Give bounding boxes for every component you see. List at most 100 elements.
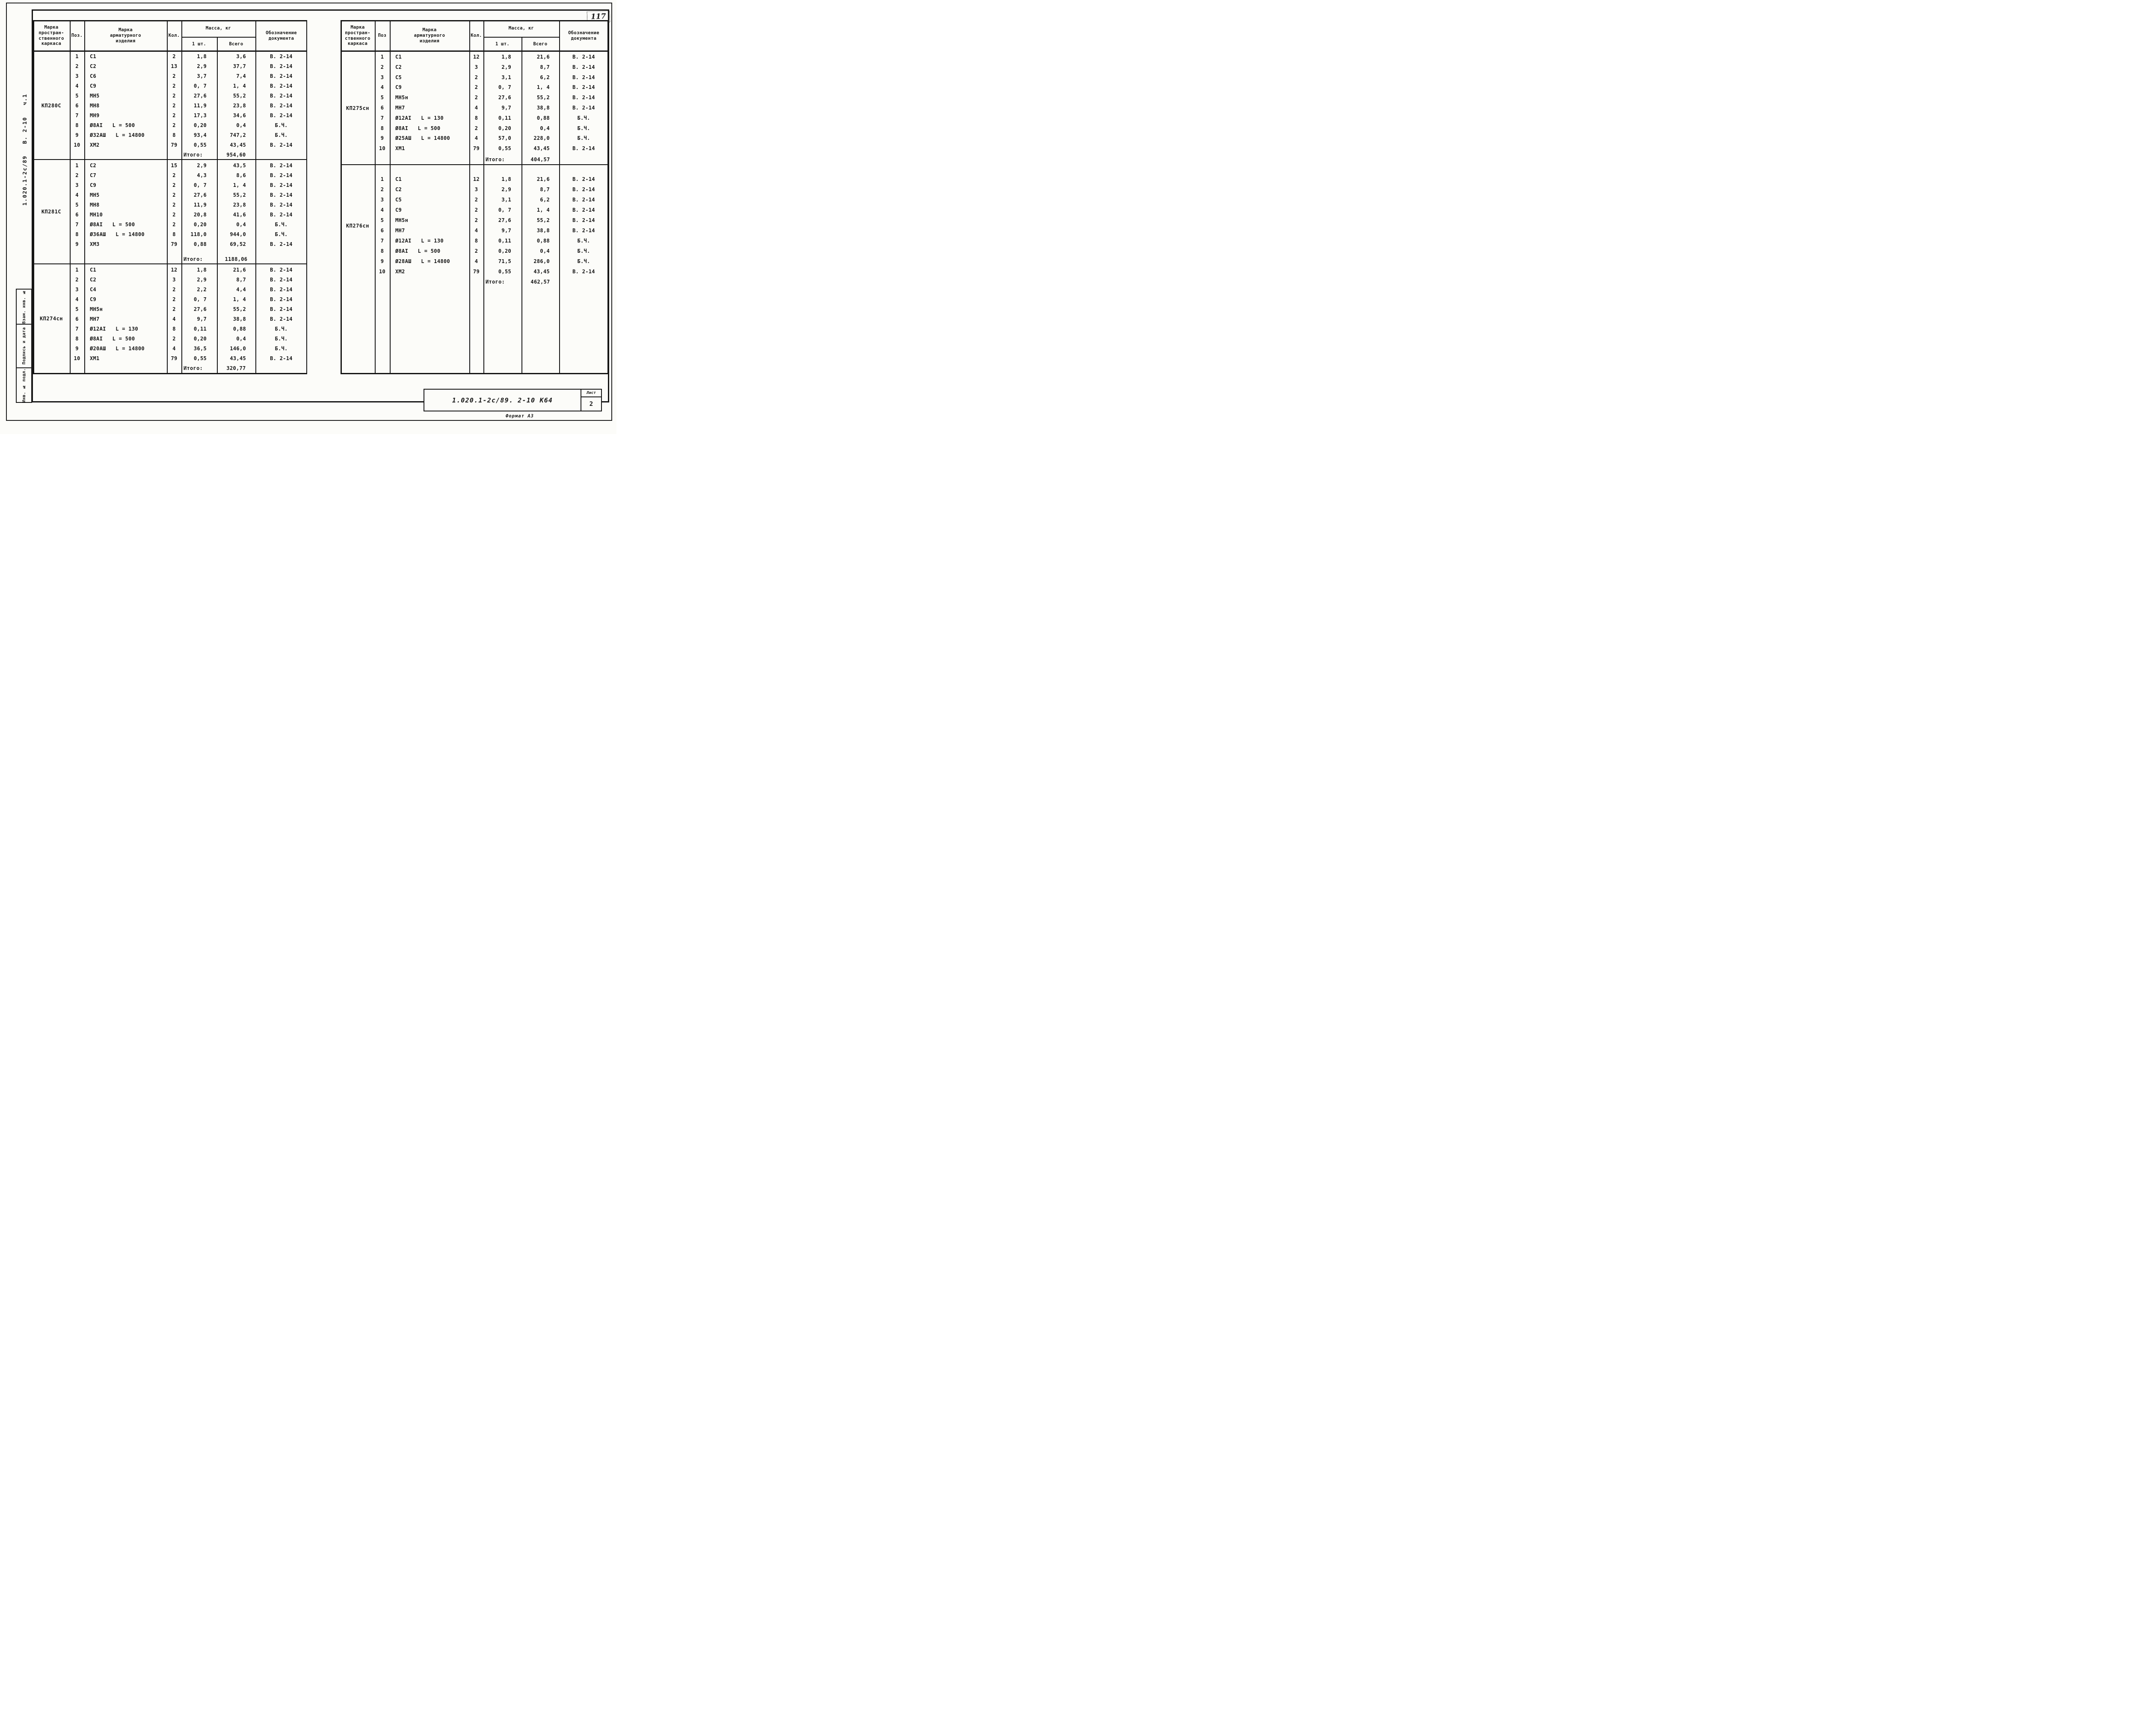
itogo-label: Итого: xyxy=(184,256,203,262)
doc-cell: В. 2-14 xyxy=(572,145,595,152)
section-mark: КП275сн xyxy=(346,105,370,111)
pos-cell: 10 xyxy=(74,355,80,361)
mass-each-cell: 27,6 xyxy=(193,306,207,312)
table-row: 6 МН10 2 20,8 41,6 В. 2-14 xyxy=(33,210,307,219)
qty-cell: 79 xyxy=(171,355,178,361)
product-cell: Ø32АШ L = 14800 xyxy=(90,132,145,138)
pos-cell: 8 xyxy=(75,231,79,237)
doc-cell: В. 2-14 xyxy=(572,74,595,80)
mass-total-cell: 43,45 xyxy=(230,142,246,148)
table-row: 7 Ø8АI L = 500 2 0,20 0,4 Б.Ч. xyxy=(33,219,307,229)
pos-cell: 3 xyxy=(75,286,79,293)
table-rule-horizontal xyxy=(341,164,608,165)
product-cell: МН5н xyxy=(395,95,409,101)
qty-cell: 3 xyxy=(474,186,478,192)
qty-cell: 4 xyxy=(474,135,478,142)
doc-cell: В. 2-14 xyxy=(270,211,293,218)
doc-cell: Б.Ч. xyxy=(275,325,288,332)
qty-cell: 4 xyxy=(474,228,478,234)
mass-each-cell: 17,3 xyxy=(193,112,207,118)
product-cell: Ø20АШ L = 14800 xyxy=(90,345,145,352)
table-rule-vertical xyxy=(469,20,470,374)
product-cell: МН8 xyxy=(90,102,100,109)
product-cell: МН5н xyxy=(90,306,103,312)
product-cell: С4 xyxy=(90,286,97,293)
qty-cell: 2 xyxy=(172,122,176,128)
mass-each-cell: 0,55 xyxy=(498,145,511,152)
product-cell: С7 xyxy=(90,172,97,178)
qty-cell: 15 xyxy=(171,162,178,169)
mass-total-cell: 43,5 xyxy=(233,162,246,169)
col-header-doc: Обозначение документа xyxy=(568,30,599,41)
doc-cell: В. 2-14 xyxy=(270,53,293,60)
mass-each-cell: 11,9 xyxy=(193,201,207,208)
section-mark: КП274сн xyxy=(39,315,63,322)
table-row: 1 С2 15 2,9 43,5 В. 2-14 xyxy=(33,160,307,170)
table-row: 5 МН5н 2 27,6 55,2 В. 2-14 xyxy=(341,215,608,225)
stamp-cell-vzam-inv-label: Взам. инв. № xyxy=(21,290,27,324)
table-row: 6 МН7 4 9,7 38,8 В. 2-14 xyxy=(341,225,608,236)
col-header-qty: Кол. xyxy=(471,33,482,38)
product-cell: С9 xyxy=(90,83,97,89)
pos-cell: 3 xyxy=(380,74,384,80)
frame-mark-cell: КП281С xyxy=(33,160,70,264)
frame-mark-cell: КП274сн xyxy=(33,264,70,373)
mass-total-cell: 23,8 xyxy=(233,201,246,208)
mass-total-cell: 55,2 xyxy=(233,192,246,198)
table-section: КП275сн 1 С1 12 1,8 21,6 В. 2-14 2 С2 3 2,9 8,7 В. 2… xyxy=(341,51,608,165)
pos-cell: 6 xyxy=(75,211,79,218)
product-cell: ХМ2 xyxy=(90,142,100,148)
product-cell: С2 xyxy=(90,162,97,169)
table-section: КП281С 1 С2 15 2,9 43,5 В. 2-14 2 С7 2 4,3 8,6 В. 2-… xyxy=(33,160,307,264)
stamp-cell-podpis-data: Подпись и дата xyxy=(16,324,32,368)
table-row: 3 С6 2 3,7 7,4 В. 2-14 xyxy=(33,71,307,81)
mass-each-cell: 0,11 xyxy=(498,115,511,121)
table-row: 2 С2 13 2,9 37,7 В. 2-14 xyxy=(33,62,307,71)
doc-cell: В. 2-14 xyxy=(572,207,595,213)
doc-cell: В. 2-14 xyxy=(270,266,293,273)
table-row: 5 МН5 2 27,6 55,2 В. 2-14 xyxy=(33,91,307,101)
product-cell: С9 xyxy=(90,296,97,302)
qty-cell: 8 xyxy=(172,231,176,237)
product-cell: С9 xyxy=(395,207,402,213)
qty-cell: 2 xyxy=(474,197,478,203)
col-header-mass-each: 1 шт. xyxy=(495,41,510,47)
doc-cell: В. 2-14 xyxy=(572,84,595,91)
section-rows: 1 С1 12 1,8 21,6 В. 2-14 2 С2 3 2,9 8,7 В. 2-14 3 С4 2… xyxy=(33,264,307,374)
mass-each-cell: 2,9 xyxy=(197,63,207,70)
pos-cell: 8 xyxy=(380,248,384,254)
pos-cell: 5 xyxy=(75,201,79,208)
qty-cell: 2 xyxy=(172,192,176,198)
table-rule-horizontal xyxy=(33,20,307,21)
table-row: 1 С1 2 1,8 3,6 В. 2-14 xyxy=(33,52,307,62)
table-header: Марка простран- ственного каркаса Поз. Мар… xyxy=(33,20,307,51)
doc-cell: В. 2-14 xyxy=(270,192,293,198)
pos-cell: 9 xyxy=(75,132,79,138)
product-cell: МН8 xyxy=(90,201,100,208)
mass-total-cell: 1, 4 xyxy=(536,84,550,91)
product-cell: Ø25АШ L = 14800 xyxy=(395,135,450,142)
mass-each-cell: 2,9 xyxy=(197,276,207,283)
table-rule-vertical xyxy=(559,20,560,374)
doc-cell: В. 2-14 xyxy=(270,182,293,188)
itogo-label: Итого: xyxy=(486,279,505,285)
pos-cell: 1 xyxy=(380,53,384,60)
mass-total-cell: 38,8 xyxy=(233,316,246,322)
mass-total-cell: 6,2 xyxy=(540,74,550,80)
table-row: 7 Ø12АI L = 130 8 0,11 0,88 Б.Ч. xyxy=(341,113,608,123)
product-cell: ХМ1 xyxy=(90,355,100,361)
doc-cell: В. 2-14 xyxy=(572,104,595,111)
pos-cell: 5 xyxy=(75,306,79,312)
qty-cell: 2 xyxy=(172,73,176,80)
qty-cell: 79 xyxy=(171,241,178,247)
mass-each-cell: 0,88 xyxy=(193,241,207,247)
mass-each-cell: 1,8 xyxy=(197,53,207,60)
table-rule-vertical xyxy=(483,20,484,374)
table-rule-horizontal xyxy=(33,159,307,160)
table-rule-horizontal xyxy=(341,50,608,52)
doc-cell: В. 2-14 xyxy=(572,228,595,234)
pos-cell: 4 xyxy=(380,84,384,91)
qty-cell: 12 xyxy=(473,53,480,60)
doc-cell: Б.Ч. xyxy=(275,345,288,352)
product-cell: Ø12АI L = 130 xyxy=(90,325,138,332)
